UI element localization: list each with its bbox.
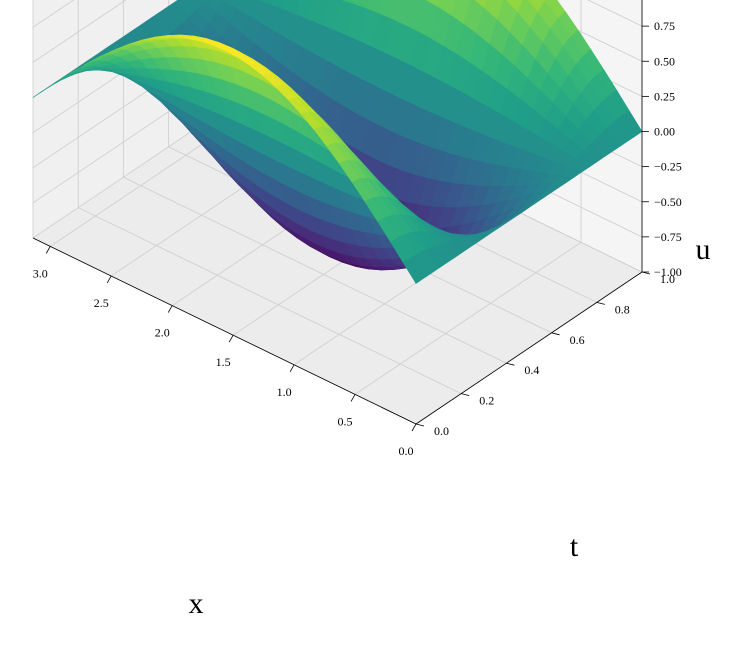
- tick-labels: 0.00.51.01.52.02.53.00.00.20.40.60.81.0−…: [33, 19, 682, 458]
- u-tick-label: −0.50: [654, 195, 682, 209]
- u-tick-label: 0.25: [654, 89, 675, 103]
- tick-mark: [106, 275, 112, 284]
- x-tick-label: 0.0: [399, 444, 414, 458]
- grid-line: [354, 242, 582, 395]
- x-axis-line: [32, 237, 417, 425]
- grid-line: [78, 207, 462, 395]
- grid-line: [32, 0, 75, 28]
- u-tick-label: −0.25: [654, 160, 682, 174]
- tick-mark: [289, 364, 295, 372]
- tick-mark: [551, 332, 560, 336]
- x-tick-label: 1.0: [277, 385, 292, 399]
- axis-lines: [32, 0, 651, 432]
- x-tick-label: 0.5: [338, 414, 353, 428]
- u-tick-label: 0.75: [654, 19, 675, 33]
- u-tick-label: 0.00: [654, 125, 675, 139]
- t-tick-label: 0.4: [524, 363, 539, 377]
- t-tick-label: 0.8: [615, 302, 630, 316]
- tick-mark: [350, 394, 356, 402]
- t-axis-label: t: [570, 530, 579, 563]
- surface: [32, 0, 643, 284]
- x-axis-label: x: [189, 587, 204, 620]
- u-axis-label: u: [696, 233, 711, 266]
- grid-line: [32, 0, 127, 63]
- x-tick-label: 1.5: [216, 355, 231, 369]
- u-tick-label: 0.50: [654, 54, 675, 68]
- t-tick-label: 0.2: [479, 394, 494, 408]
- t-tick-label: 0.6: [570, 333, 585, 347]
- tick-mark: [461, 393, 470, 396]
- x-tick-label: 3.0: [33, 266, 48, 280]
- tick-mark: [45, 246, 51, 254]
- tick-mark: [506, 362, 515, 366]
- t-axis-line: [415, 271, 643, 425]
- t-tick-label: 0.0: [434, 424, 449, 438]
- surface-patch: [402, 257, 424, 284]
- tick-mark: [415, 423, 425, 427]
- tick-mark: [411, 423, 417, 432]
- x-tick-label: 2.0: [155, 326, 170, 340]
- grid-line: [123, 176, 507, 364]
- u-tick-label: −0.75: [654, 230, 682, 244]
- tick-mark: [228, 334, 234, 343]
- x-tick-label: 2.5: [94, 296, 109, 310]
- t-tick-label: 1.0: [660, 272, 675, 286]
- u-tick-label: −1.00: [654, 265, 682, 279]
- tick-mark: [167, 305, 173, 313]
- tick-mark: [596, 302, 605, 305]
